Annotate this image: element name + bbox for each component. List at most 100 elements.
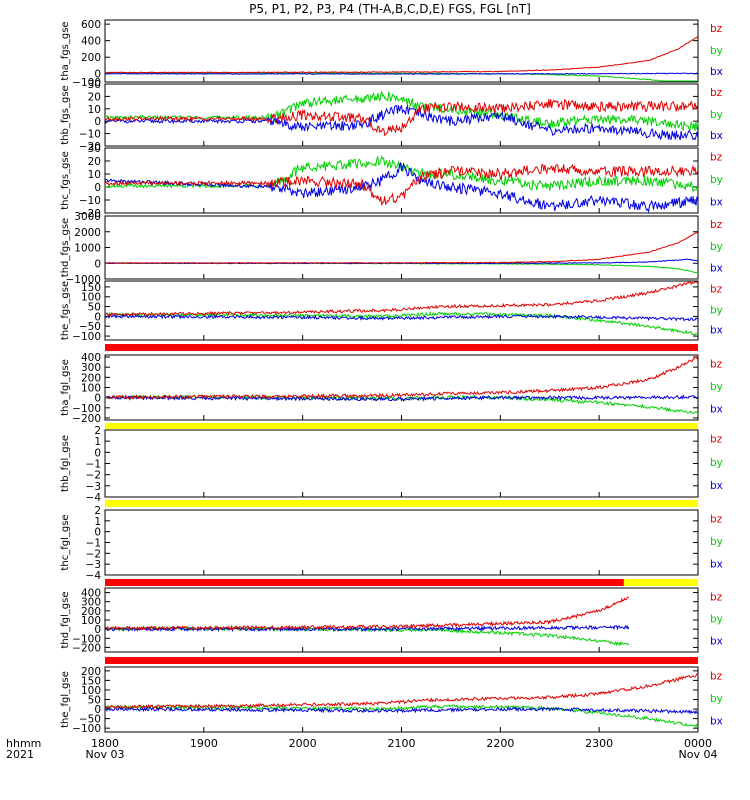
legend-by: by	[710, 614, 723, 626]
legend-bz: bz	[710, 219, 723, 231]
y-tick-label: 10	[88, 104, 101, 116]
y-tick-label: 400	[81, 352, 101, 364]
y-tick-label: 0	[94, 116, 101, 128]
y-tick-label: −100	[72, 77, 101, 89]
legend-bx: bx	[710, 196, 723, 208]
y-tick-label: 10	[88, 169, 101, 181]
y-tick-label: 200	[81, 372, 101, 384]
y-tick-label: −50	[79, 714, 101, 726]
legend-bz: bz	[710, 434, 723, 446]
y-tick-label: 1000	[74, 243, 101, 255]
y-tick-label: −3	[86, 559, 101, 571]
series-by-line	[104, 155, 699, 194]
date-label-start: Nov 03	[86, 748, 125, 761]
series-bx-line	[104, 706, 699, 715]
legend-bz: bz	[710, 358, 723, 370]
panel-frame	[104, 509, 699, 576]
legend-bx: bx	[710, 263, 723, 275]
legend-bx: bx	[710, 130, 723, 142]
y-axis-label: tha_fgl_gse	[60, 359, 71, 416]
y-tick-label: 200	[81, 666, 101, 678]
mode-bar-segment	[105, 423, 698, 429]
mode-bar-segment	[623, 579, 698, 586]
y-tick-label: 1	[94, 436, 101, 448]
x-tick-label: 2300	[585, 737, 613, 750]
panel-frame	[104, 83, 699, 147]
legend-by: by	[710, 381, 723, 393]
series-bz-line	[105, 281, 699, 317]
legend-bx: bx	[710, 324, 723, 336]
legend-bx: bx	[710, 480, 723, 492]
y-tick-label: −4	[86, 492, 102, 504]
panel-frame	[104, 587, 699, 653]
y-tick-label: 0	[94, 447, 101, 459]
y-tick-label: 20	[88, 156, 101, 168]
series-bx-line	[105, 313, 699, 322]
series-bz-line	[104, 163, 699, 206]
y-tick-label: −100	[72, 331, 101, 343]
legend-bx: bx	[710, 715, 723, 727]
year-label: 2021	[6, 748, 34, 761]
y-tick-label: 2000	[74, 227, 101, 239]
x-tick-label: 2100	[388, 737, 416, 750]
y-tick-label: 200	[81, 606, 101, 618]
y-tick-label: 2	[94, 505, 101, 517]
y-tick-label: −10	[79, 195, 101, 207]
series-by-line	[104, 704, 699, 729]
legend-by: by	[710, 45, 723, 57]
y-tick-label: −200	[72, 642, 101, 654]
mode-bar-segment	[105, 579, 624, 586]
y-tick-label: 200	[81, 52, 101, 64]
y-tick-label: −2	[86, 548, 101, 560]
mode-bar	[105, 579, 698, 586]
mode-bar-segment	[105, 344, 698, 351]
y-tick-label: 0	[94, 311, 101, 323]
legend-by: by	[710, 304, 723, 316]
series-bz-line	[104, 98, 699, 137]
y-tick-label: −1	[86, 459, 101, 471]
y-tick-label: 0	[94, 182, 101, 194]
mode-bar	[105, 423, 698, 429]
y-axis-label: tha_fgs_gse	[60, 21, 71, 80]
mode-bar-segment	[105, 657, 698, 664]
mode-bar-segment	[105, 500, 698, 507]
series-bz-line	[104, 672, 699, 710]
mode-bar	[105, 657, 698, 664]
legend-by: by	[710, 174, 723, 186]
panel-frame	[104, 215, 699, 280]
date-label-end: Nov 04	[679, 748, 718, 761]
x-tick-label: 2000	[289, 737, 317, 750]
legend-bx: bx	[710, 558, 723, 570]
legend-bx: bx	[710, 66, 723, 78]
y-tick-label: 50	[88, 695, 101, 707]
mode-bar	[105, 344, 698, 351]
x-tick-label: 0000	[684, 737, 712, 750]
legend-bz: bz	[710, 151, 723, 163]
y-tick-label: −200	[72, 413, 101, 425]
y-tick-label: 0	[94, 624, 101, 636]
y-tick-label: −20	[79, 208, 101, 220]
y-tick-label: 400	[81, 36, 101, 48]
y-tick-label: 30	[88, 79, 101, 91]
y-tick-label: −2	[86, 470, 101, 482]
y-tick-label: −50	[79, 321, 101, 333]
y-tick-label: 150	[81, 675, 101, 687]
y-tick-label: 0	[94, 527, 101, 539]
y-axis-label: thb_fgl_gse	[60, 435, 71, 492]
series-bz-line	[104, 596, 630, 631]
panel-thb_fgl_gse: 210−1−2−3−4 thb_fgl_gse bz by bx	[60, 425, 723, 504]
y-tick-label: 100	[81, 685, 101, 697]
series-by-line	[105, 262, 699, 274]
series-bx-line	[104, 624, 630, 633]
y-tick-label: 600	[81, 19, 101, 31]
panel-thc_fgl_gse: 210−1−2−3−4 thc_fgl_gse bz by bx	[60, 505, 723, 582]
legend-bz: bz	[710, 670, 723, 682]
legend-by: by	[710, 536, 723, 548]
